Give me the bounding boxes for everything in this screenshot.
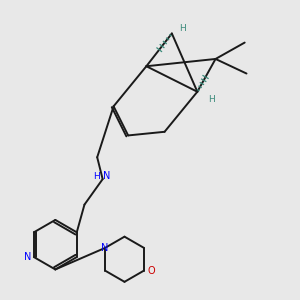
Text: N: N [24,252,31,262]
Text: H: H [179,23,186,32]
Text: N: N [103,171,111,181]
Text: H: H [208,95,214,104]
Text: O: O [148,266,155,275]
Text: H: H [93,172,100,181]
Text: N: N [101,243,109,253]
